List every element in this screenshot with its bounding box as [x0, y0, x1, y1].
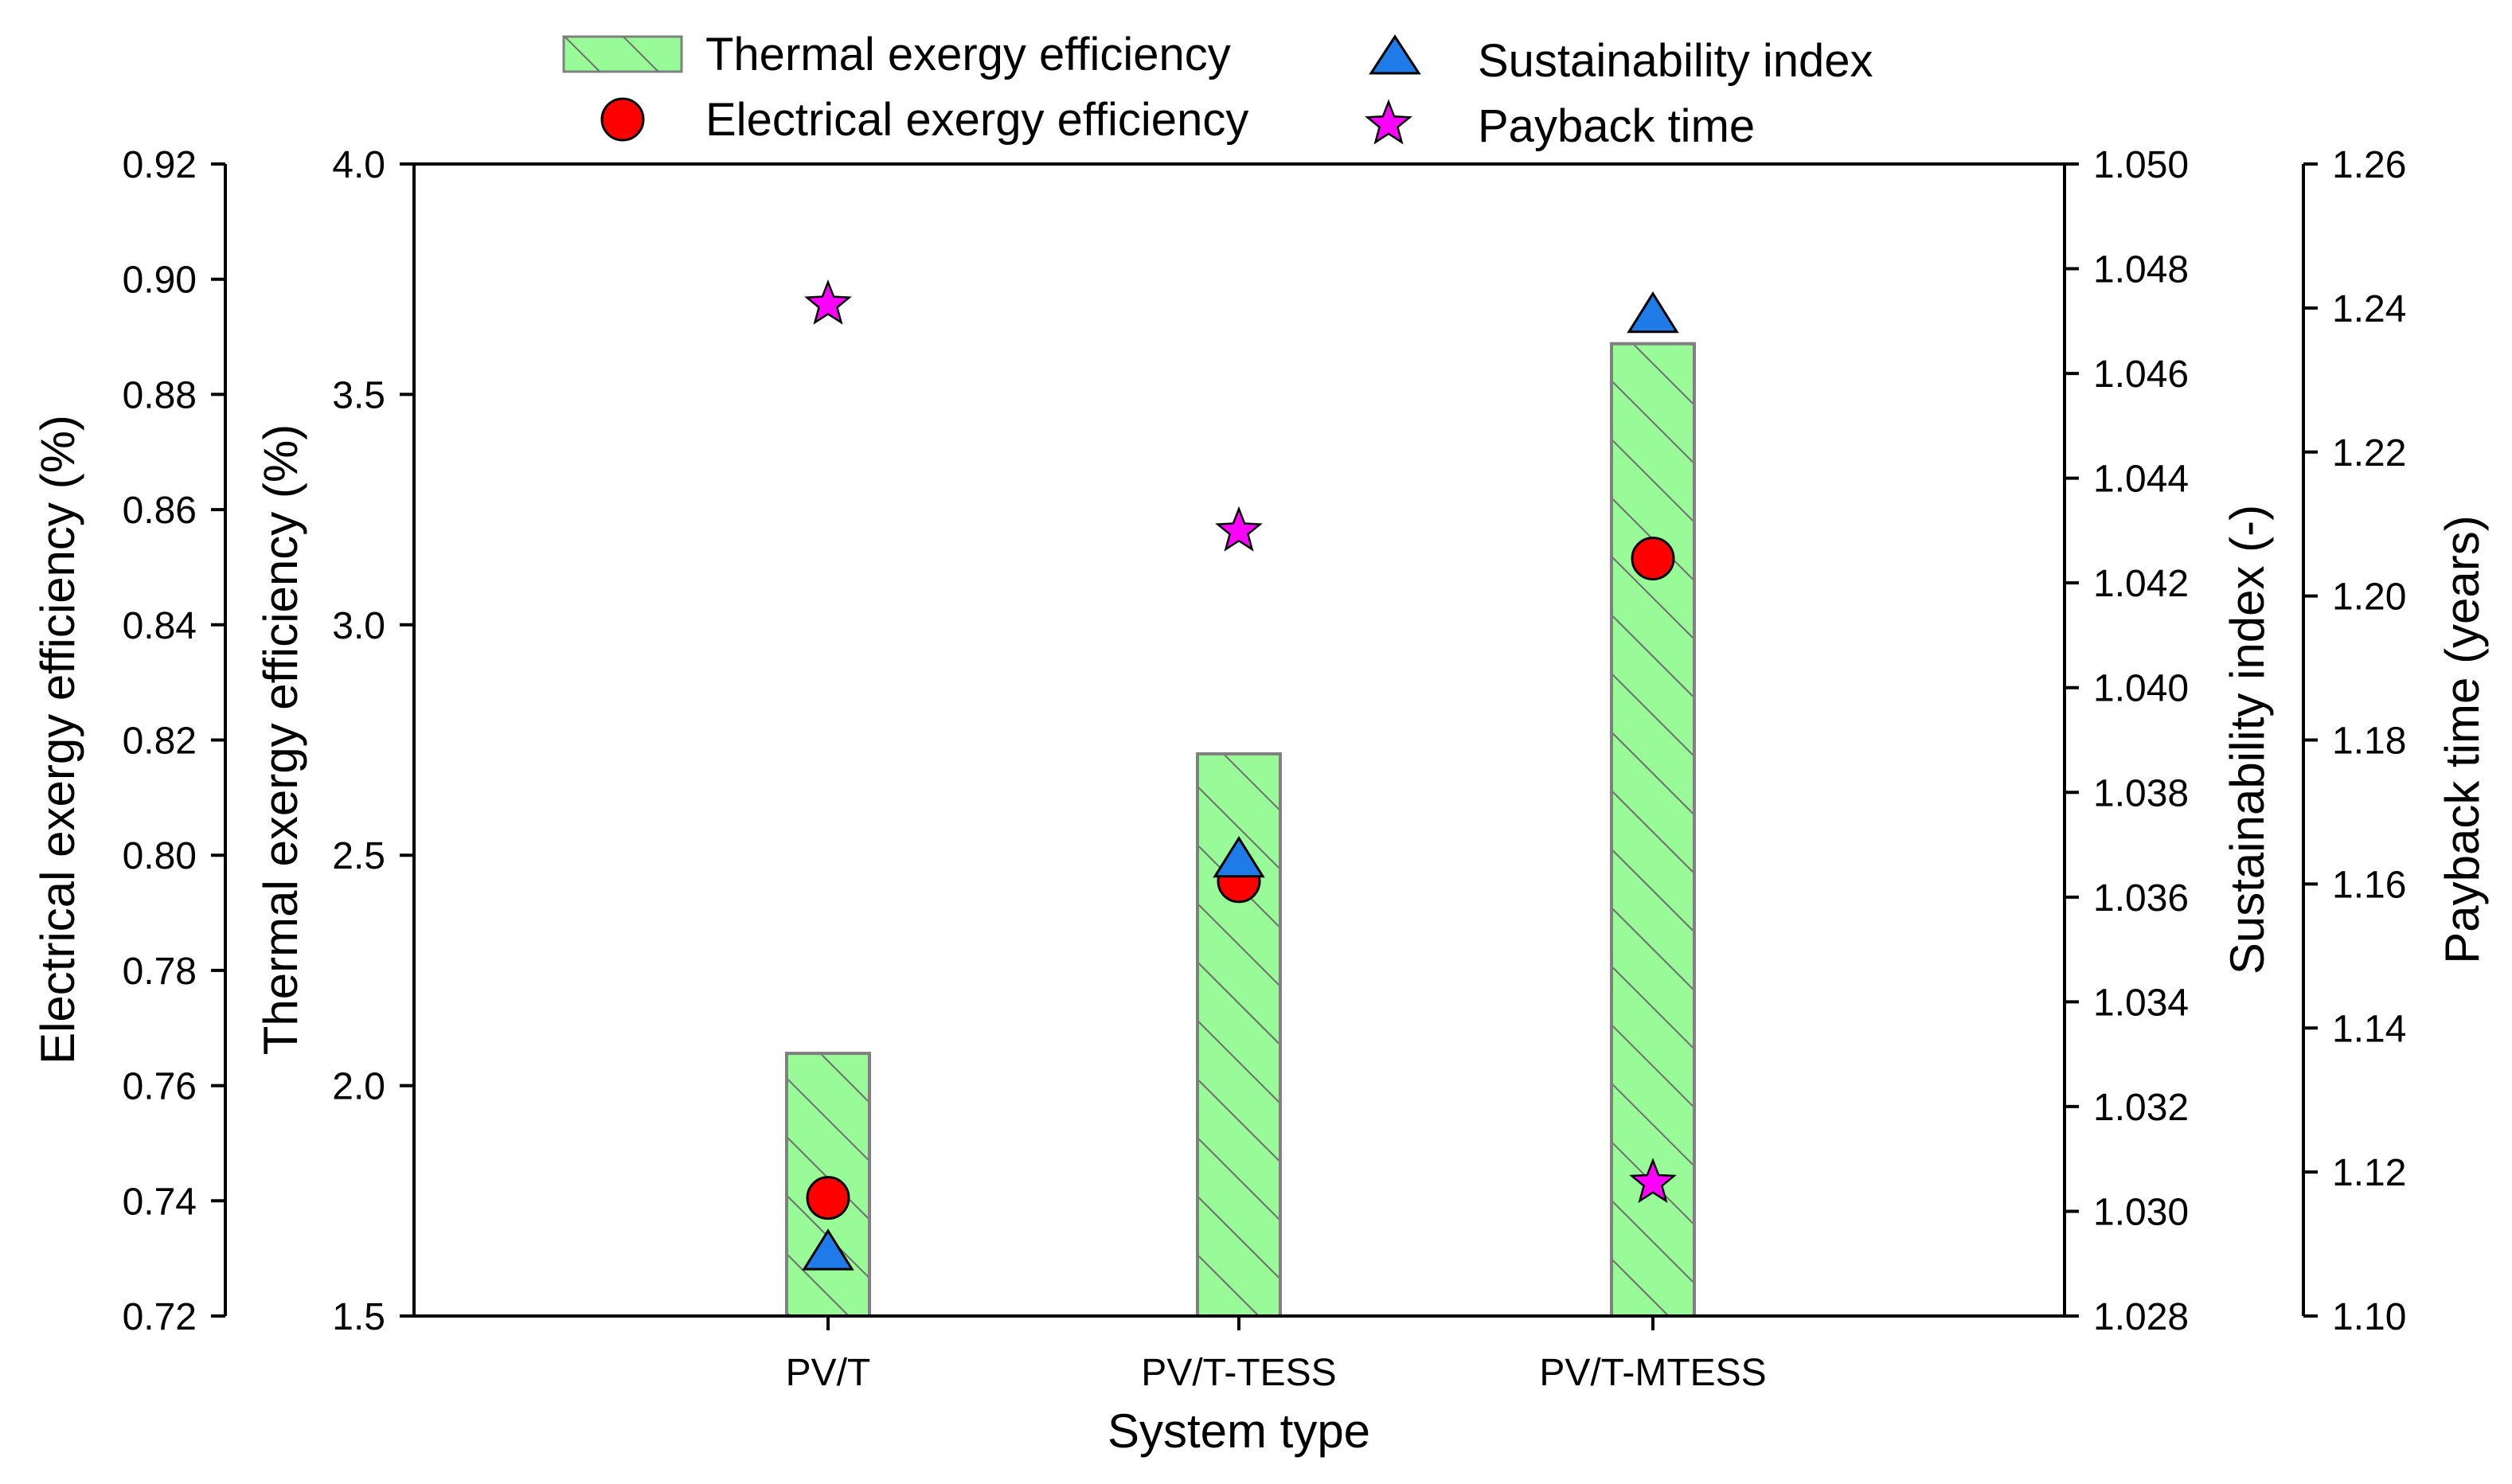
axis-payback-tick-label: 1.24 — [2332, 288, 2406, 330]
axis-sustainability-tick-label: 1.042 — [2093, 563, 2189, 605]
legend-label-payback: Payback time — [1478, 100, 1755, 152]
axis-payback-tick-label: 1.12 — [2332, 1152, 2406, 1194]
legend-marker-payback — [1365, 99, 1412, 145]
legend-marker-electrical — [600, 97, 645, 142]
axis-thermal-tick-label: 4.0 — [332, 144, 385, 186]
plot-area — [412, 162, 2066, 1318]
axis-electrical-tick-label: 0.78 — [123, 951, 197, 993]
points-layer — [802, 279, 1679, 1271]
axis-thermal: 1.5 2.0 2.5 3.0 3.5 4.0 — [332, 144, 414, 1338]
axis-sustainability-tick-label: 1.038 — [2093, 772, 2189, 814]
axis-payback-tick-label: 1.14 — [2332, 1008, 2406, 1050]
axis-payback-tick-label: 1.10 — [2332, 1296, 2406, 1338]
point-sustainability-1 — [802, 1228, 854, 1271]
axis-electrical-tick-label: 0.72 — [123, 1296, 197, 1338]
point-payback-3 — [1629, 1158, 1677, 1204]
x-axis: PV/T PV/T-TESS PV/T-MTESS — [786, 1316, 1767, 1394]
axis-electrical-tick-label: 0.84 — [123, 605, 197, 647]
axis-sustainability-tick-label: 1.036 — [2093, 877, 2189, 920]
point-electrical-1 — [806, 1176, 850, 1220]
bars-layer — [785, 342, 1696, 1318]
legend: Thermal exergy efficiency Electrical exe… — [562, 29, 1873, 152]
legend-swatch-thermal — [564, 37, 682, 72]
axis-sustainability: 1.028 1.030 1.032 1.034 1.036 1.038 1.040 1.042… — [2065, 144, 2189, 1338]
axis-sustainability-tick-label: 1.028 — [2093, 1296, 2189, 1338]
axis-payback-tick-label: 1.16 — [2332, 864, 2406, 906]
axis-title-sustainability: Sustainability index (-) — [2221, 505, 2274, 974]
axis-thermal-tick-label: 2.5 — [332, 835, 385, 877]
legend-label-thermal: Thermal exergy efficiency — [705, 29, 1231, 80]
axis-payback: 1.10 1.12 1.14 1.16 1.18 1.20 1.22 1.24 1.26 — [2302, 144, 2406, 1338]
axis-title-thermal: Thermal exergy efficiency (%) — [254, 424, 307, 1055]
axis-payback-tick-label: 1.22 — [2332, 432, 2406, 474]
point-payback-2 — [1215, 506, 1263, 552]
axis-sustainability-tick-label: 1.040 — [2093, 668, 2189, 710]
point-sustainability-3 — [1627, 291, 1679, 334]
axis-thermal-tick-label: 2.0 — [332, 1066, 385, 1108]
axis-thermal-tick-label: 1.5 — [332, 1296, 385, 1338]
axis-electrical-tick-label: 0.76 — [123, 1066, 197, 1108]
axis-sustainability-tick-label: 1.046 — [2093, 353, 2189, 396]
axis-title-x: System type — [1108, 1404, 1370, 1458]
axis-sustainability-tick-label: 1.050 — [2093, 144, 2189, 186]
axis-title-payback: Payback time (years) — [2436, 515, 2489, 964]
axis-sustainability-tick-label: 1.048 — [2093, 249, 2189, 291]
axis-payback-tick-label: 1.20 — [2332, 576, 2406, 619]
point-electrical-3 — [1631, 537, 1675, 581]
legend-label-electrical: Electrical exergy efficiency — [705, 94, 1248, 146]
axis-electrical-tick-label: 0.90 — [123, 260, 197, 302]
axis-electrical-tick-label: 0.92 — [123, 144, 197, 186]
axis-electrical-tick-label: 0.86 — [123, 490, 197, 532]
legend-label-sustainability: Sustainability index — [1478, 35, 1873, 87]
x-axis-category-label: PV/T-TESS — [1141, 1352, 1336, 1394]
axis-thermal-tick-label: 3.0 — [332, 605, 385, 647]
axis-electrical-tick-label: 0.88 — [123, 374, 197, 416]
axis-title-electrical: Electrical exergy efficiency (%) — [31, 415, 84, 1064]
x-axis-category-label: PV/T — [786, 1352, 871, 1394]
axis-electrical-tick-label: 0.82 — [123, 721, 197, 763]
axis-electrical-tick-label: 0.80 — [123, 835, 197, 877]
axis-sustainability-tick-label: 1.030 — [2093, 1191, 2189, 1233]
axis-electrical-tick-label: 0.74 — [123, 1181, 197, 1223]
axis-sustainability-tick-label: 1.044 — [2093, 459, 2189, 501]
point-sustainability-2 — [1213, 835, 1265, 878]
x-axis-category-label: PV/T-MTESS — [1539, 1352, 1766, 1394]
point-payback-1 — [804, 279, 852, 325]
axis-electrical: 0.72 0.74 0.76 0.78 0.80 0.82 0.84 0.86 0.88 0.90… — [123, 144, 227, 1338]
axis-payback-tick-label: 1.26 — [2332, 144, 2406, 186]
axis-sustainability-tick-label: 1.034 — [2093, 982, 2189, 1024]
axis-thermal-tick-label: 3.5 — [332, 374, 385, 416]
legend-marker-sustainability — [1369, 34, 1421, 75]
axis-payback-tick-label: 1.18 — [2332, 721, 2406, 763]
axis-sustainability-tick-label: 1.032 — [2093, 1087, 2189, 1129]
